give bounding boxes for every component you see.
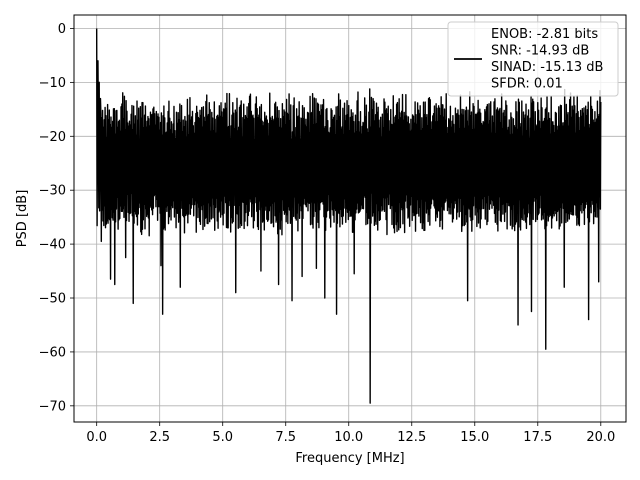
x-tick-label: 12.5 bbox=[397, 430, 426, 445]
plot-frame bbox=[73, 14, 627, 423]
x-tick-label: 7.5 bbox=[275, 430, 296, 445]
y-tick-label: −20 bbox=[39, 130, 66, 145]
x-tick-label: 15.0 bbox=[460, 430, 489, 445]
legend-line-snr: SNR: -14.93 dB bbox=[491, 44, 589, 59]
x-tick-label: 2.5 bbox=[149, 430, 170, 445]
legend-line-enob: ENOB: -2.81 bits bbox=[491, 27, 598, 42]
x-tick-label: 17.5 bbox=[523, 430, 552, 445]
y-tick-label: −70 bbox=[39, 399, 66, 414]
y-axis-label: PSD [dB] bbox=[15, 190, 30, 248]
psd-series-line bbox=[95, 28, 602, 404]
x-tick-label: 10.0 bbox=[334, 430, 363, 445]
x-tick-label: 5.0 bbox=[212, 430, 233, 445]
series-layer bbox=[95, 28, 602, 404]
y-tick-label: −10 bbox=[39, 76, 66, 91]
y-tick-label: −50 bbox=[39, 292, 66, 307]
y-tick-label: −40 bbox=[39, 238, 66, 253]
y-tick-label: −30 bbox=[39, 184, 66, 199]
x-tick-label: 0.0 bbox=[86, 430, 107, 445]
y-tick-label: 0 bbox=[58, 22, 66, 37]
ticks: 0.0 2.5 5.0 7.5 10.0 12.5 15.0 17.5 20.0 0 −10 −20 −… bbox=[39, 22, 616, 445]
y-tick-label: −60 bbox=[39, 345, 66, 360]
x-tick-label: 20.0 bbox=[586, 430, 615, 445]
legend-line-sinad: SINAD: -15.13 dB bbox=[491, 60, 603, 75]
x-axis-label: Frequency [MHz] bbox=[295, 451, 404, 466]
legend-line-sfdr: SFDR: 0.01 bbox=[491, 77, 563, 92]
legend-box bbox=[447, 21, 619, 97]
legend: ENOB: -2.81 bits SNR: -14.93 dB SINAD: -… bbox=[447, 21, 619, 97]
